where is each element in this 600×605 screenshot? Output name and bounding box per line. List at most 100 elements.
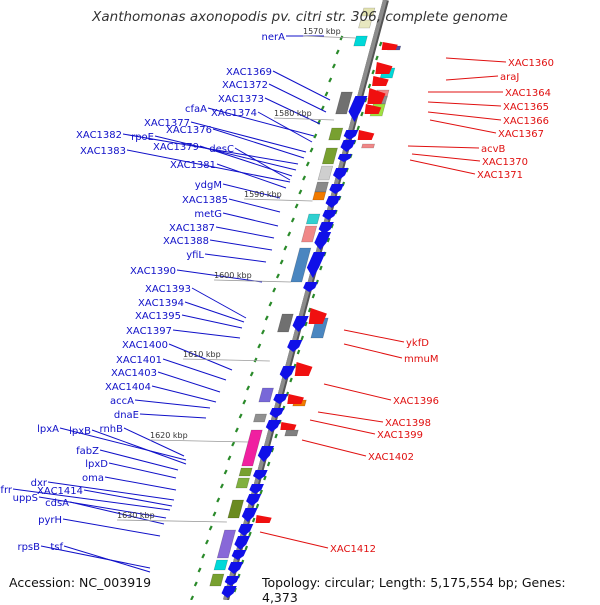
forward-leader-line [176, 269, 263, 283]
forward-gene-arrow [329, 184, 344, 194]
forward-gene-label: dnaE [114, 410, 139, 421]
forward-gene-label: XAC1394 [138, 298, 184, 309]
tick-mark [304, 321, 308, 327]
tick-mark [231, 441, 236, 447]
tick-mark [320, 105, 325, 111]
forward-leader-line [181, 314, 243, 329]
tick-mark [326, 237, 331, 243]
tick-mark [257, 343, 262, 349]
forward-gene-arrow [279, 366, 296, 380]
forward-gene-arrow [314, 232, 332, 250]
reverse-leader-line [309, 419, 376, 435]
forward-leader-line [157, 371, 221, 393]
forward-leader-line [212, 128, 305, 159]
forward-gene-label: lpxA [37, 424, 59, 435]
forward-leader-line [134, 399, 211, 409]
forward-gene-label: XAC1383 [80, 146, 126, 157]
forward-gene-arrow [287, 340, 303, 352]
forward-feature [312, 191, 327, 201]
forward-gene-label: desC [209, 144, 234, 155]
reverse-gene-arrow [364, 104, 382, 114]
forward-gene-label: XAC1374 [211, 108, 257, 119]
tick-mark [249, 371, 254, 377]
forward-gene-arrow [303, 282, 318, 292]
forward-gene-label: yfiL [186, 250, 204, 261]
tick-mark [227, 455, 232, 461]
kbp-marker-label: 1610 kbp [183, 350, 221, 359]
reverse-gene-label: XAC1365 [503, 102, 549, 113]
reverse-leader-line [427, 111, 502, 121]
forward-gene-label: XAC1401 [116, 355, 162, 366]
reverse-gene-label: XAC1367 [498, 129, 544, 140]
forward-gene-arrow [340, 140, 356, 152]
left-tick-track [190, 35, 344, 601]
tick-mark [255, 503, 260, 509]
forward-leader-line [162, 358, 227, 381]
tick-mark [263, 475, 267, 481]
tick-mark [305, 161, 310, 167]
reverse-feature [361, 143, 375, 149]
forward-gene-label: XAC1372 [222, 80, 268, 91]
reverse-gene-label: mmuM [404, 354, 438, 365]
tick-mark [360, 111, 364, 117]
forward-gene-arrow [325, 196, 341, 208]
tick-mark [270, 447, 275, 453]
forward-gene-label: XAC1385 [182, 195, 228, 206]
forward-gene-label: XAC1387 [169, 223, 215, 234]
tick-mark [216, 497, 221, 503]
tick-mark [274, 433, 278, 439]
forward-gene-label: XAC1400 [122, 340, 168, 351]
reverse-leader-line [301, 439, 367, 457]
forward-feature [317, 165, 334, 181]
reverse-gene-arrow [372, 76, 389, 86]
forward-leader-line [99, 449, 179, 471]
kbp-marker-line [149, 439, 249, 443]
kbp-marker-label: 1600 kbp [214, 271, 252, 280]
reverse-gene-arrow [287, 394, 304, 404]
forward-gene-arrow [227, 562, 244, 574]
reverse-gene-arrow [294, 362, 313, 376]
tick-mark [259, 489, 263, 495]
tick-mark [253, 357, 258, 363]
reverse-gene-label: XAC1371 [477, 170, 523, 181]
tick-mark [197, 567, 202, 573]
reverse-gene-label: XAC1370 [482, 157, 528, 168]
forward-gene-label: XAC1390 [130, 266, 176, 277]
forward-gene-arrow [273, 394, 288, 404]
forward-gene-label: metG [194, 209, 222, 220]
forward-leader-line [47, 481, 175, 501]
forward-leader-line [62, 518, 161, 537]
forward-leader-line [63, 545, 151, 573]
tick-mark [300, 335, 305, 341]
forward-leader-line [108, 462, 177, 479]
forward-gene-arrow [224, 576, 240, 586]
tick-mark [363, 97, 368, 103]
reverse-gene-label: XAC1402 [368, 452, 414, 463]
forward-gene-label: XAC1397 [126, 326, 172, 337]
forward-gene-label: cfaA [185, 104, 207, 115]
tick-mark [266, 461, 271, 467]
forward-feature [238, 467, 253, 477]
reverse-leader-line [445, 57, 507, 63]
forward-gene-label: XAC1414 [37, 486, 83, 497]
tick-mark [287, 231, 292, 237]
tick-mark [289, 377, 293, 383]
tick-mark [268, 301, 273, 307]
reverse-leader-line [429, 119, 497, 134]
reverse-leader-line [409, 159, 476, 175]
tick-mark [272, 287, 277, 293]
forward-gene-label: lpxB [69, 426, 91, 437]
reverse-gene-arrow [367, 88, 386, 104]
tick-mark [190, 595, 195, 601]
forward-gene-arrow [337, 154, 352, 162]
forward-gene-arrow [253, 470, 268, 480]
forward-feature [258, 387, 274, 403]
forward-feature [301, 225, 318, 243]
tick-mark [212, 511, 217, 517]
forward-gene-arrow [306, 252, 326, 278]
map-title: Xanthomonas axonopodis pv. citri str. 30… [92, 9, 508, 25]
tick-mark [356, 125, 361, 131]
forward-gene-label: XAC1388 [163, 236, 209, 247]
forward-leader-line [139, 413, 207, 419]
reverse-gene-arrow [255, 515, 272, 523]
